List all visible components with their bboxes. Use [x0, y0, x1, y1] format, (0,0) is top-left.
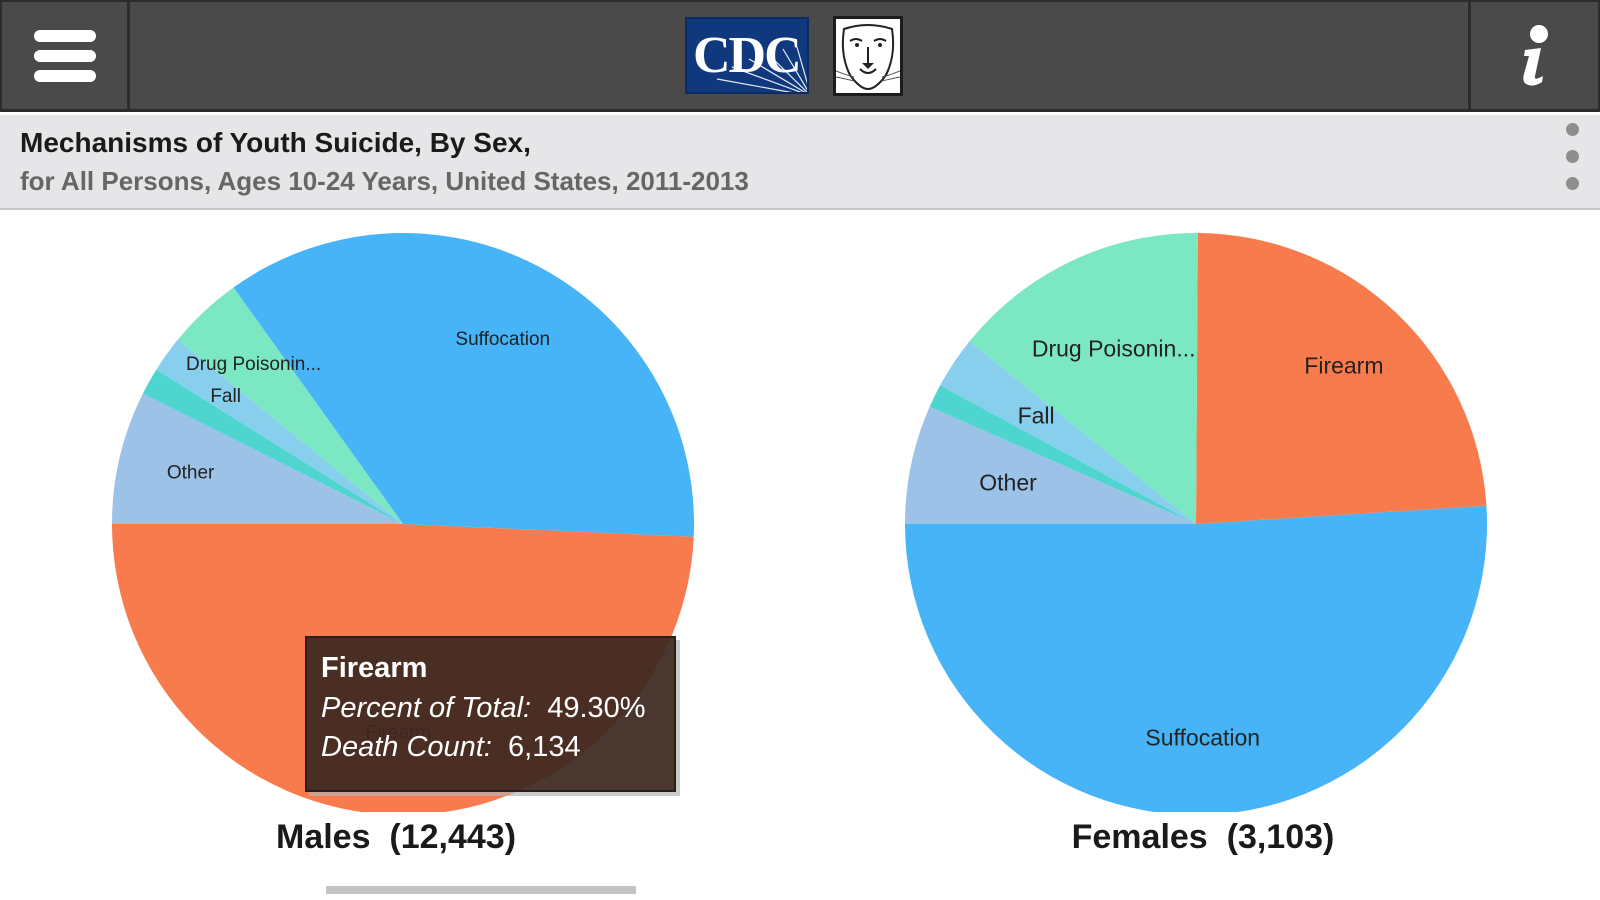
females-chart-title: Females	[1071, 818, 1208, 856]
females-chart-caption: Females (3,103)	[1072, 818, 1335, 857]
vertical-dot	[1565, 177, 1579, 190]
tooltip-count-row: Death Count: 6,134	[321, 731, 660, 764]
app-bar-center	[130, 0, 1468, 109]
tooltip-percent-row: Percent of Total: 49.30%	[321, 692, 660, 725]
charts-area: Firearm Suffocation Drug Poisonin... Fall Ot…	[0, 212, 1600, 900]
page-title: Mechanisms of Youth Suicide, By Sex,	[20, 127, 531, 158]
females-label-drug-poisoning: Drug Poisonin...	[1032, 336, 1196, 362]
males-slice-suffocation[interactable]	[233, 233, 694, 537]
cdc-logo: CDC	[685, 17, 809, 94]
males-label-suffocation: Suffocation	[455, 329, 550, 350]
app-bar: CDC	[0, 0, 1600, 112]
cdc-logo-rays	[716, 46, 807, 92]
horizontal-scroll-indicator[interactable]	[326, 886, 636, 894]
females-slice-other-unlabeled[interactable]	[929, 385, 1196, 524]
tooltip-title: Firearm	[321, 652, 428, 684]
females-label-fall: Fall	[1018, 403, 1055, 429]
males-label-drug-poisoning: Drug Poisonin...	[186, 354, 321, 375]
info-button[interactable]	[1468, 0, 1600, 109]
page-subtitle: for All Persons, Ages 10-24 Years, Unite…	[20, 166, 749, 196]
males-slice-drug-poisoning[interactable]	[177, 287, 403, 524]
males-chart-title: Males	[275, 818, 371, 856]
lion-icon	[835, 24, 901, 91]
hamburger-menu-icon	[33, 22, 96, 90]
males-slice-fall[interactable]	[156, 339, 403, 524]
males-label-fall: Fall	[210, 386, 241, 407]
males-slice-other-unlabeled[interactable]	[142, 369, 403, 524]
pie-charts-svg: Firearm Suffocation Drug Poisonin... Fall Ot…	[112, 233, 1487, 812]
females-slice-other[interactable]	[905, 406, 1196, 524]
females-chart-total: (3,103)	[1226, 818, 1335, 856]
males-chart-total: (12,443)	[389, 818, 517, 856]
overflow-menu-button[interactable]	[1560, 123, 1584, 201]
males-slice-other[interactable]	[112, 393, 403, 524]
tooltip-percent-value: 49.30%	[547, 692, 646, 724]
vertical-dots-icon	[1565, 123, 1579, 136]
females-label-suffocation: Suffocation	[1145, 724, 1260, 750]
females-label-other: Other	[979, 470, 1037, 496]
info-icon	[1522, 24, 1548, 86]
tooltip-count-value: 6,134	[508, 731, 581, 763]
males-chart-caption: Males (12,443)	[276, 818, 516, 857]
chart-header: Mechanisms of Youth Suicide, By Sex, for…	[0, 115, 1600, 210]
females-slice-fall[interactable]	[940, 341, 1196, 524]
lion-logo	[833, 16, 903, 96]
firearm-tooltip: Firearm Percent of Total: 49.30% Death C…	[305, 636, 676, 792]
females-slice-suffocation[interactable]	[905, 505, 1487, 812]
tooltip-count-label: Death Count:	[321, 731, 492, 763]
females-slice-firearm[interactable]	[1196, 233, 1487, 524]
males-label-other: Other	[167, 463, 215, 484]
vertical-dot	[1565, 150, 1579, 163]
females-label-firearm: Firearm	[1304, 353, 1383, 379]
tooltip-percent-label: Percent of Total:	[321, 692, 532, 724]
females-slice-drug-poisoning[interactable]	[969, 233, 1198, 524]
cdc-logo-text: CDC	[693, 27, 802, 84]
menu-button[interactable]	[0, 0, 130, 109]
